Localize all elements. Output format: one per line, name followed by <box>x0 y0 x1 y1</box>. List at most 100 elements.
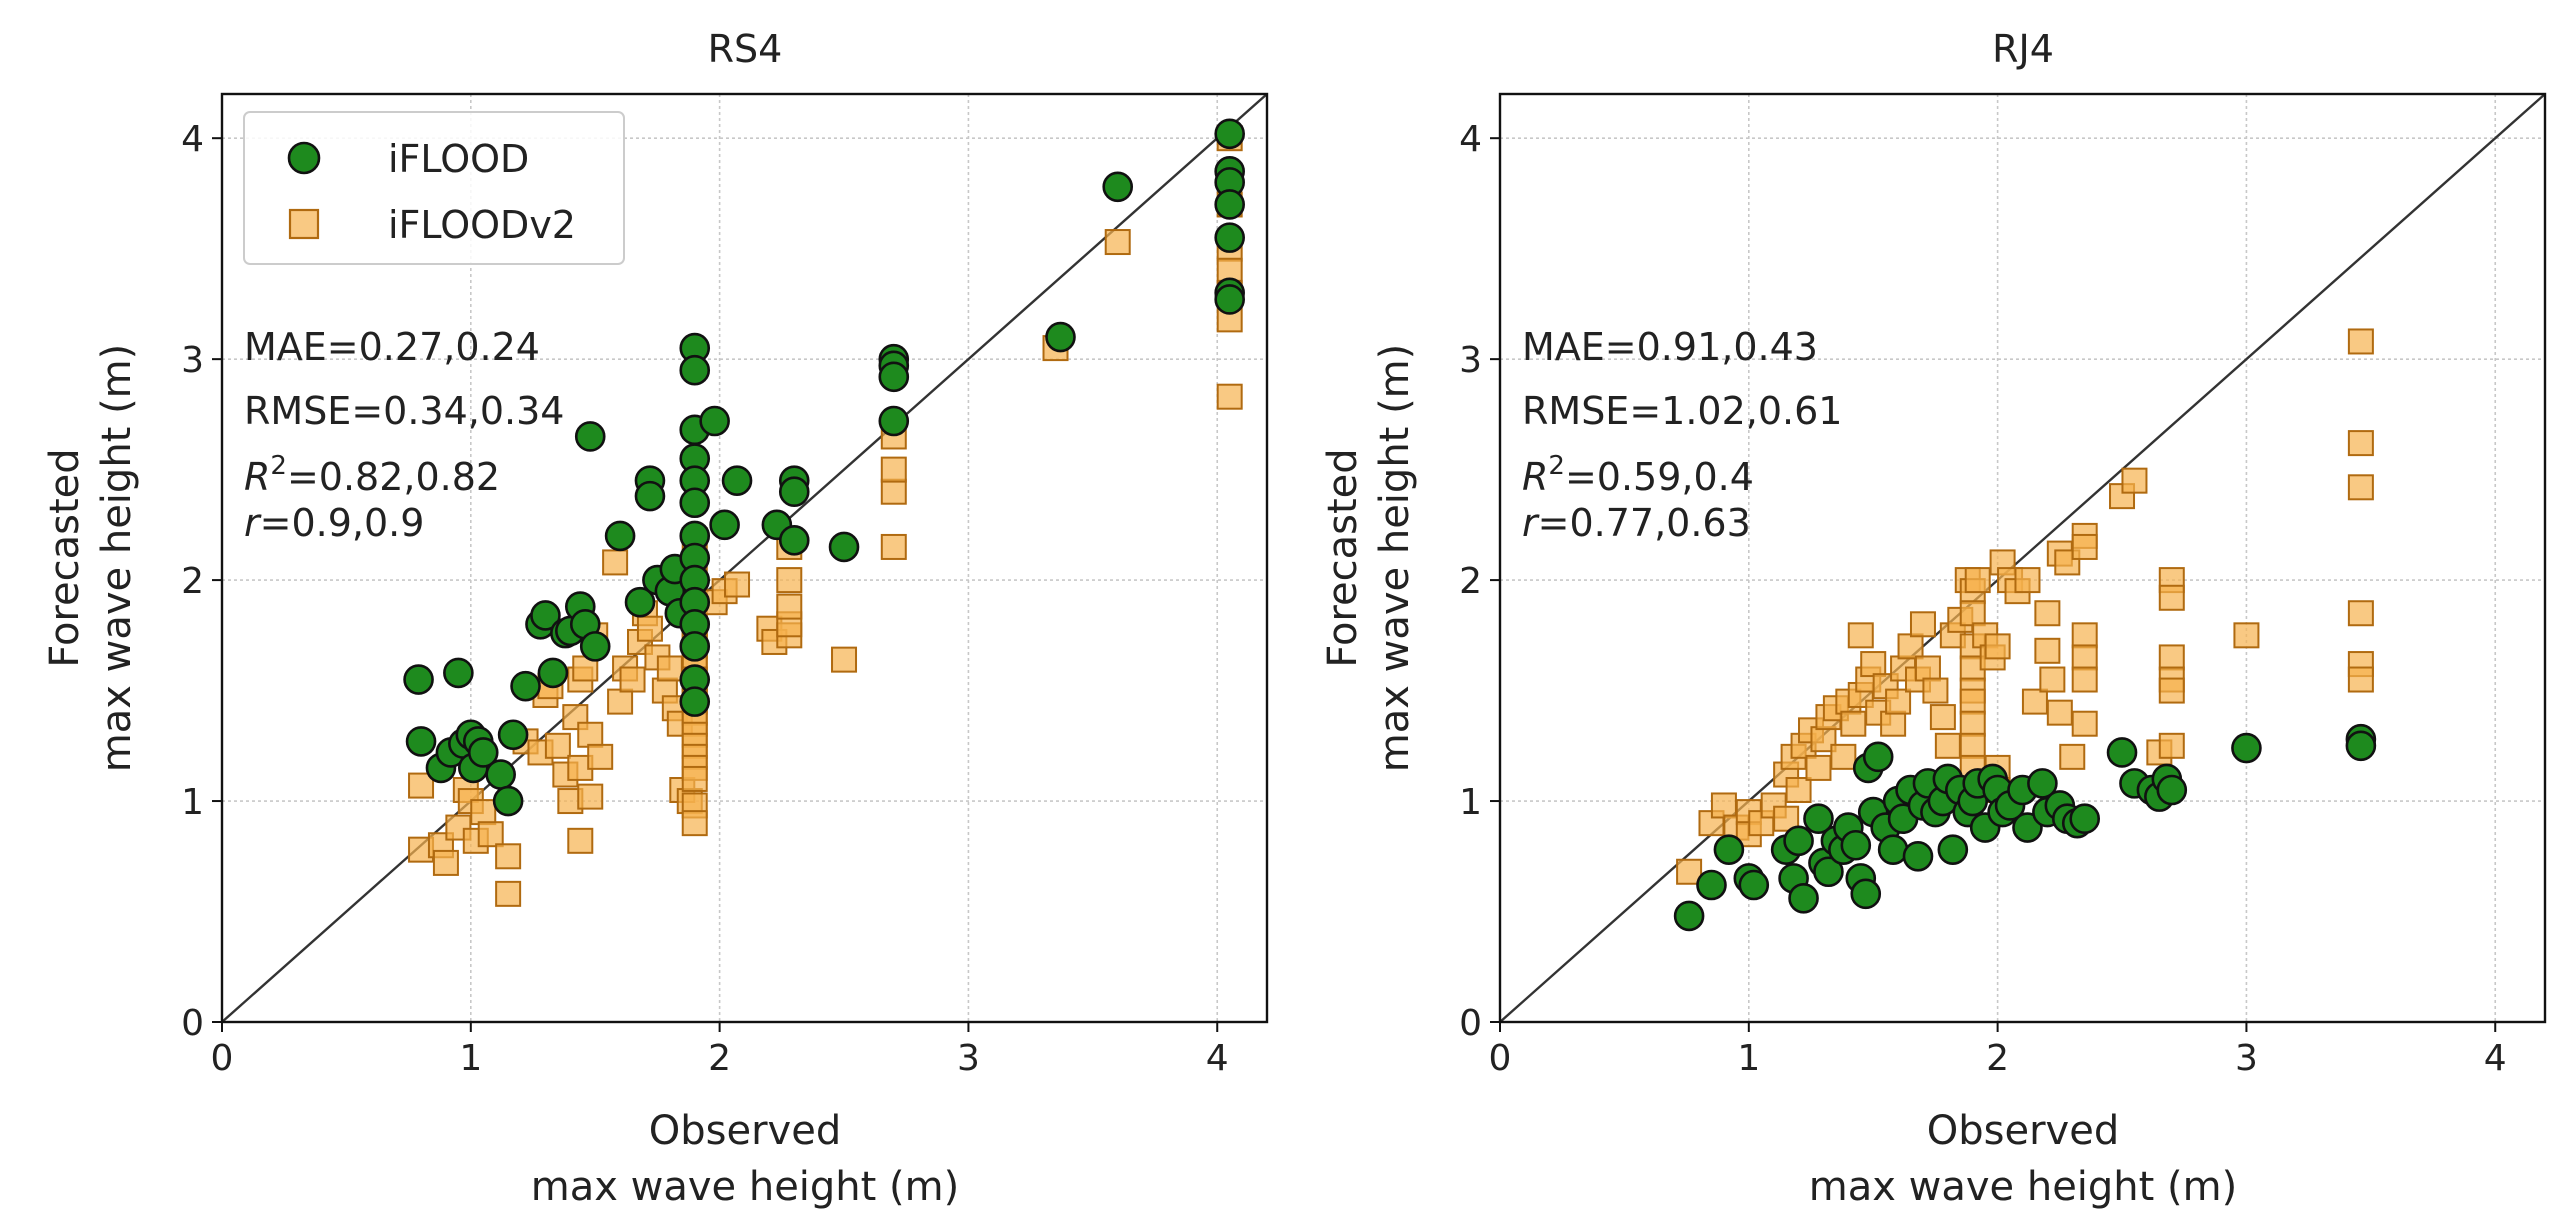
data-point-ifloodv2 <box>776 567 803 594</box>
data-point-ifloodv2 <box>2046 699 2073 726</box>
x-tick-label: 0 <box>1489 1038 1512 1079</box>
data-point-iflood <box>1738 869 1770 901</box>
data-point-iflood <box>1850 878 1882 910</box>
data-point-ifloodv2 <box>2059 743 2086 770</box>
data-point-ifloodv2 <box>577 721 604 748</box>
data-point-iflood <box>2069 803 2101 835</box>
y-tick-label: 0 <box>1459 1003 1482 1044</box>
data-point-ifloodv2 <box>470 799 497 826</box>
data-point-iflood <box>1214 189 1245 220</box>
data-point-ifloodv2 <box>1964 567 1991 594</box>
data-point-ifloodv2 <box>2071 666 2098 693</box>
data-point-ifloodv2 <box>1909 611 1936 638</box>
data-point-ifloodv2 <box>1860 651 1887 678</box>
data-point-iflood <box>1813 856 1844 888</box>
data-point-iflood <box>1102 171 1134 203</box>
series-iflood <box>403 118 1245 817</box>
data-point-ifloodv2 <box>1959 710 1986 737</box>
y-tick-label: 3 <box>1459 340 1482 381</box>
stat-r2: R2=0.59,0.4 <box>1522 451 1754 499</box>
data-point-iflood <box>510 670 541 702</box>
data-point-ifloodv2 <box>1840 710 1867 737</box>
data-point-ifloodv2 <box>1885 688 1912 715</box>
identity-line <box>221 93 1268 1023</box>
data-point-ifloodv2 <box>2121 467 2148 494</box>
stat-r2-value: =0.59,0.4 <box>1565 455 1754 499</box>
data-point-iflood <box>485 759 516 790</box>
data-point-iflood <box>1696 869 1727 901</box>
legend: iFLOOD iFLOODv2 <box>243 111 625 265</box>
stat-r: r=0.9,0.9 <box>244 501 424 545</box>
data-point-iflood <box>1713 834 1745 865</box>
x-axis-label-line2: max wave height (m) <box>1809 1164 2237 1210</box>
data-point-iflood <box>2012 812 2043 843</box>
data-point-iflood <box>443 657 474 689</box>
stat-r-value: =0.77,0.63 <box>1538 501 1751 545</box>
data-point-iflood <box>778 476 810 508</box>
y-tick-label: 3 <box>181 340 204 381</box>
stat-r2: R2=0.82,0.82 <box>244 451 500 499</box>
data-point-ifloodv2 <box>567 754 594 781</box>
data-point-iflood <box>1214 222 1245 253</box>
data-point-iflood <box>574 421 606 452</box>
data-point-ifloodv2 <box>2071 622 2098 649</box>
data-point-ifloodv2 <box>1984 633 2011 660</box>
y-axis-label-line1: Forecasted <box>1320 448 1366 667</box>
data-point-ifloodv2 <box>2034 637 2061 664</box>
data-point-ifloodv2 <box>880 456 907 483</box>
data-point-ifloodv2 <box>587 743 614 770</box>
data-point-ifloodv2 <box>562 704 589 731</box>
data-point-ifloodv2 <box>1959 732 1986 759</box>
data-point-iflood <box>699 405 730 437</box>
legend-ifloodv2-label: iFLOODv2 <box>388 203 576 247</box>
stat-r-symbol: r <box>244 501 262 545</box>
data-point-ifloodv2 <box>1897 633 1924 660</box>
data-point-ifloodv2 <box>2021 688 2048 715</box>
data-point-ifloodv2 <box>2071 644 2098 671</box>
data-point-ifloodv2 <box>1959 600 1986 627</box>
data-point-ifloodv2 <box>636 615 663 642</box>
stat-rmse: RMSE=1.02,0.61 <box>1522 389 1842 433</box>
data-point-ifloodv2 <box>577 783 604 810</box>
stat-mae: MAE=0.27,0.24 <box>244 325 540 369</box>
data-point-ifloodv2 <box>495 843 522 870</box>
panel-rs4: RS4 0 1 2 3 4 0 1 2 3 4 Observed max wave height … <box>42 27 1269 1210</box>
data-point-ifloodv2 <box>1104 229 1131 256</box>
panel-rj4: RJ4 0 1 2 3 4 0 1 2 3 4 Observed max wave height … <box>1320 27 2547 1210</box>
stat-mae: MAE=0.91,0.43 <box>1522 325 1818 369</box>
data-point-iflood <box>2156 774 2188 806</box>
data-point-iflood <box>624 586 656 618</box>
data-point-iflood <box>1877 834 1909 865</box>
data-point-ifloodv2 <box>567 827 594 854</box>
y-tick-label: 2 <box>181 561 204 602</box>
data-point-ifloodv2 <box>1934 732 1961 759</box>
stat-r2-value: =0.82,0.82 <box>287 455 500 499</box>
data-point-ifloodv2 <box>1805 754 1832 781</box>
plot-frame <box>220 92 1269 1024</box>
data-point-iflood <box>1673 900 1705 932</box>
data-point-iflood <box>1902 840 1934 872</box>
y-axis-label-line2: max wave height (m) <box>94 344 140 772</box>
data-point-iflood <box>604 520 636 552</box>
plot-frame <box>1498 92 2547 1024</box>
data-point-ifloodv2 <box>544 732 571 759</box>
data-point-iflood <box>405 726 437 757</box>
y-tick-label: 1 <box>181 782 204 823</box>
chart-title: RJ4 <box>1992 27 2054 71</box>
data-point-ifloodv2 <box>2347 474 2374 501</box>
x-tick-label: 2 <box>708 1038 731 1079</box>
data-point-ifloodv2 <box>880 533 907 560</box>
y-axis-label-line2: max wave height (m) <box>1372 344 1418 772</box>
series-iflood <box>1673 723 2377 932</box>
legend-box <box>243 111 625 265</box>
data-point-iflood <box>2345 730 2377 762</box>
data-point-ifloodv2 <box>880 478 907 505</box>
data-point-ifloodv2 <box>776 593 803 620</box>
data-point-ifloodv2 <box>681 765 708 792</box>
data-point-ifloodv2 <box>2158 732 2185 759</box>
data-point-ifloodv2 <box>2347 600 2374 627</box>
data-point-ifloodv2 <box>2347 430 2374 457</box>
stat-r: r=0.77,0.63 <box>1522 501 1751 545</box>
data-point-iflood <box>878 361 910 393</box>
